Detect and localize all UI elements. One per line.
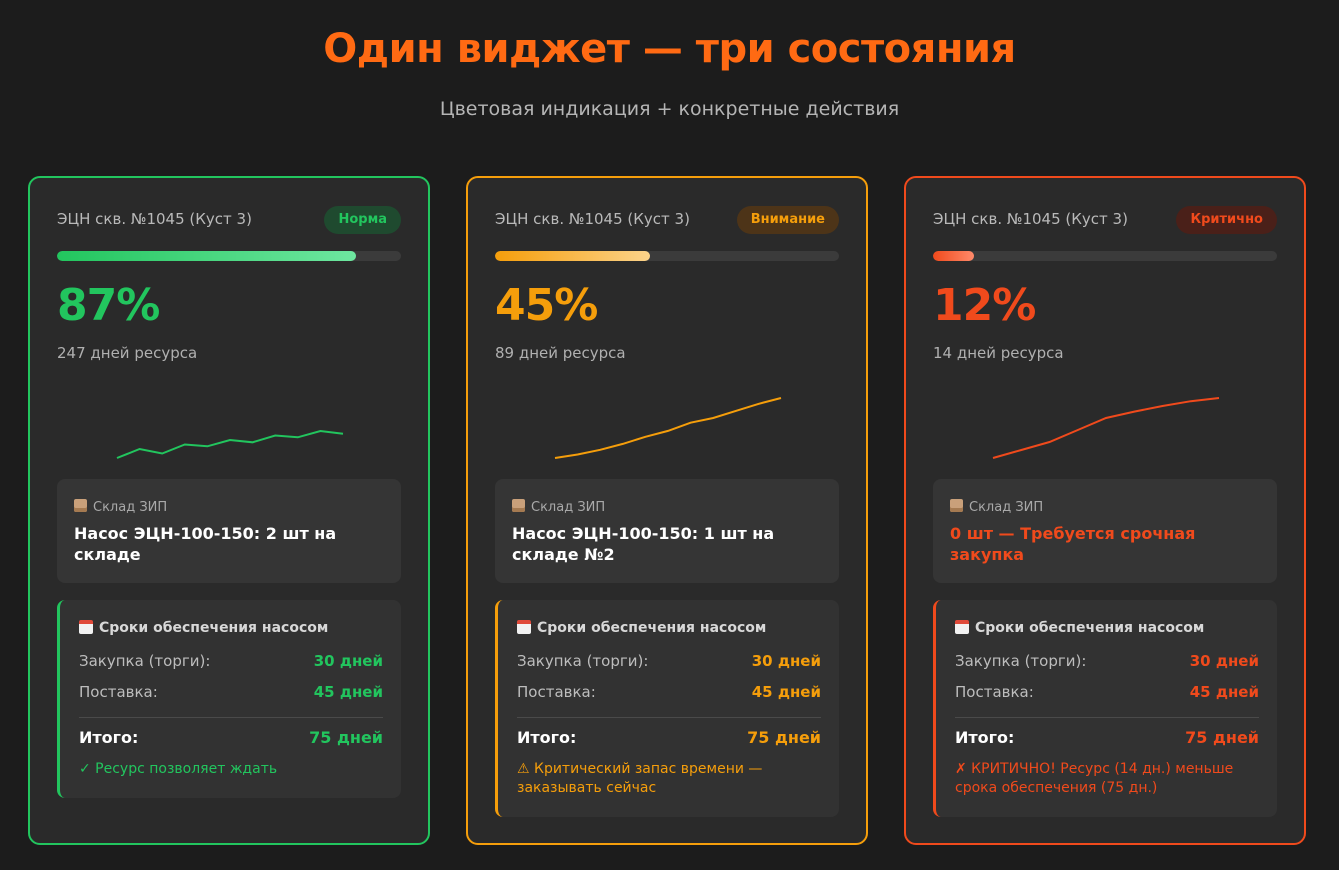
stock-panel: Склад ЗИП Насос ЭЦН-100-150: 1 шт на скл…	[495, 479, 839, 583]
divider	[517, 717, 821, 718]
trend-sparkline	[116, 429, 344, 459]
status-badge: Внимание	[736, 206, 839, 234]
supply-panel: Сроки обеспечения насосом Закупка (торги…	[57, 600, 401, 798]
calendar-icon	[955, 620, 969, 634]
stock-panel: Склад ЗИП Насос ЭЦН-100-150: 2 шт на скл…	[57, 479, 401, 583]
stock-value: Насос ЭЦН-100-150: 2 шт на складе	[74, 524, 337, 564]
total-row: Итого: 75 дней	[517, 728, 821, 747]
resource-bar	[495, 251, 839, 261]
resource-bar	[57, 251, 401, 261]
trend-line	[992, 397, 1220, 459]
verdict-text: ✓ Ресурс позволяет ждать	[79, 761, 278, 777]
supply-title: Сроки обеспечения насосом	[517, 620, 766, 636]
page-title: Один виджет — три состояния	[323, 26, 1016, 72]
trend-line	[554, 397, 782, 459]
trend-line	[116, 429, 344, 459]
resource-percent: 12%	[933, 280, 1036, 331]
delivery-value: 45 дней	[313, 683, 383, 701]
stock-label: Склад ЗИП	[512, 499, 605, 515]
stock-label: Склад ЗИП	[950, 499, 1043, 515]
verdict-text: ✗ КРИТИЧНО! Ресурс (14 дн.) меньше срока…	[955, 761, 1234, 796]
widget-card-critical[interactable]: ЭЦН скв. №1045 (Куст 3) Критично 12% 14 …	[904, 176, 1306, 845]
card-header: ЭЦН скв. №1045 (Куст 3) Критично	[933, 206, 1277, 234]
package-icon	[512, 499, 525, 512]
status-badge: Норма	[324, 206, 401, 234]
resource-days: 89 дней ресурса	[495, 344, 626, 362]
well-name: ЭЦН скв. №1045 (Куст 3)	[933, 210, 1128, 228]
verdict-text: ⚠ Критический запас времени — заказывать…	[517, 761, 763, 796]
well-name: ЭЦН скв. №1045 (Куст 3)	[57, 210, 252, 228]
total-row: Итого: 75 дней	[79, 728, 383, 747]
resource-bar-fill	[933, 251, 975, 261]
purchase-row: Закупка (торги): 30 дней	[955, 652, 1259, 670]
resource-days: 247 дней ресурса	[57, 344, 198, 362]
total-row: Итого: 75 дней	[955, 728, 1259, 747]
resource-percent: 45%	[495, 280, 598, 331]
purchase-row: Закупка (торги): 30 дней	[517, 652, 821, 670]
purchase-value: 30 дней	[313, 652, 383, 670]
delivery-row: Поставка: 45 дней	[955, 683, 1259, 701]
delivery-row: Поставка: 45 дней	[517, 683, 821, 701]
purchase-value: 30 дней	[1189, 652, 1259, 670]
widget-card-attention[interactable]: ЭЦН скв. №1045 (Куст 3) Внимание 45% 89 …	[466, 176, 868, 845]
trend-sparkline	[992, 397, 1220, 459]
stock-value: Насос ЭЦН-100-150: 1 шт на складе №2	[512, 524, 775, 564]
delivery-value: 45 дней	[1189, 683, 1259, 701]
total-value: 75 дней	[747, 728, 821, 747]
supply-title: Сроки обеспечения насосом	[79, 620, 328, 636]
resource-bar-fill	[495, 251, 650, 261]
delivery-value: 45 дней	[751, 683, 821, 701]
package-icon	[74, 499, 87, 512]
page-subtitle: Цветовая индикация + конкретные действия	[439, 98, 900, 120]
supply-panel: Сроки обеспечения насосом Закупка (торги…	[933, 600, 1277, 817]
calendar-icon	[79, 620, 93, 634]
purchase-row: Закупка (торги): 30 дней	[79, 652, 383, 670]
well-name: ЭЦН скв. №1045 (Куст 3)	[495, 210, 690, 228]
widget-card-normal[interactable]: ЭЦН скв. №1045 (Куст 3) Норма 87% 247 дн…	[28, 176, 430, 845]
widget-cards: ЭЦН скв. №1045 (Куст 3) Норма 87% 247 дн…	[28, 176, 1306, 845]
card-header: ЭЦН скв. №1045 (Куст 3) Норма	[57, 206, 401, 234]
resource-days: 14 дней ресурса	[933, 344, 1064, 362]
calendar-icon	[517, 620, 531, 634]
divider	[955, 717, 1259, 718]
resource-bar	[933, 251, 1277, 261]
resource-bar-fill	[57, 251, 357, 261]
status-badge: Критично	[1176, 206, 1277, 234]
delivery-row: Поставка: 45 дней	[79, 683, 383, 701]
purchase-value: 30 дней	[751, 652, 821, 670]
card-header: ЭЦН скв. №1045 (Куст 3) Внимание	[495, 206, 839, 234]
supply-title: Сроки обеспечения насосом	[955, 620, 1204, 636]
trend-sparkline	[554, 397, 782, 459]
resource-percent: 87%	[57, 280, 160, 331]
stock-label: Склад ЗИП	[74, 499, 167, 515]
divider	[79, 717, 383, 718]
total-value: 75 дней	[1185, 728, 1259, 747]
total-value: 75 дней	[309, 728, 383, 747]
supply-panel: Сроки обеспечения насосом Закупка (торги…	[495, 600, 839, 817]
package-icon	[950, 499, 963, 512]
stock-panel: Склад ЗИП 0 шт — Требуется срочная закуп…	[933, 479, 1277, 583]
stock-value: 0 шт — Требуется срочная закупка	[950, 524, 1196, 564]
